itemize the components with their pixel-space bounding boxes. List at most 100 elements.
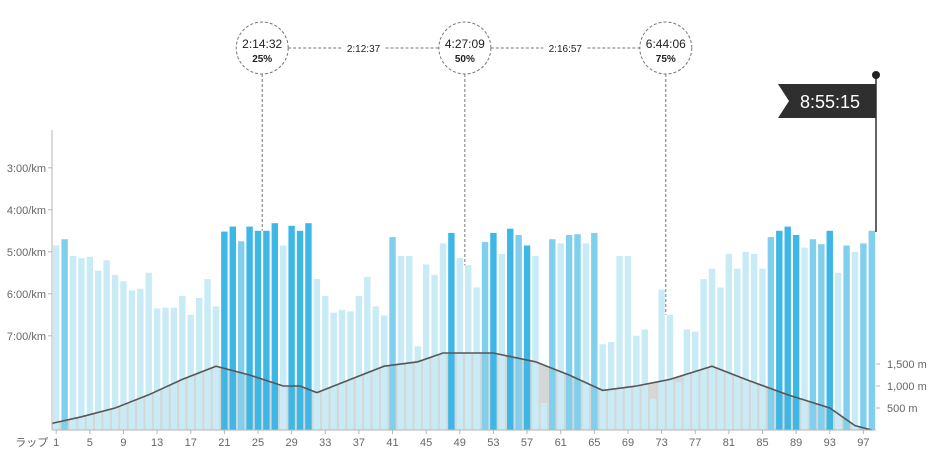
pace-bar-lap-75 [675,382,682,430]
elevation-tick-label: 500 m [887,403,918,415]
pace-bar-lap-94 [834,272,842,430]
pace-bar-lap-92 [818,244,825,430]
pace-bar-lap-31 [305,223,312,430]
milestones: 2:14:32 25% 4:27:09 50% 6:44:06 75% 2:12:37 2:1… [235,21,693,315]
pace-bar-lap-39 [372,306,379,430]
pace-bar-lap-37 [355,295,363,430]
pace-bar-lap-35 [338,309,346,430]
pace-bar-lap-18 [195,298,203,430]
pace-bar-lap-56 [515,235,522,430]
x-tick-label: 25 [252,437,264,449]
pace-bar-lap-62 [565,235,573,430]
pace-bar-lap-98 [868,230,875,430]
elevation-line [51,352,873,431]
pace-bar-lap-61 [557,243,564,430]
pace-bar-lap-27 [271,223,279,430]
pace-bar-lap-89 [792,235,800,430]
milestone-time: 6:44:06 [646,37,686,51]
pace-bar-lap-45 [422,264,430,430]
pace-bar-lap-40 [380,315,388,430]
pace-tick-label: 6:00/km [7,289,46,301]
pace-bar-lap-14 [162,307,169,430]
pace-bar-lap-52 [481,242,489,430]
pace-bar-lap-83 [742,251,749,430]
pace-bar-lap-6 [95,270,102,430]
pace-bar-lap-3 [69,256,77,430]
pace-bar-lap-81 [725,253,733,430]
split-time: 2:16:57 [549,44,583,55]
pace-bar-lap-66 [599,344,606,430]
pace-bar-lap-10 [128,290,136,430]
pace-bar-lap-41 [389,237,396,430]
pace-bar-lap-5 [86,256,94,430]
pace-bar-lap-93 [826,230,833,430]
pace-bar-lap-32 [313,279,321,430]
pace-bar-lap-58 [532,256,539,430]
pace-bar-lap-78 [700,279,707,430]
pace-bar-lap-55 [507,228,514,430]
pace-bar-lap-67 [607,342,615,430]
x-tick-label: 33 [319,437,331,449]
pace-bars [51,223,875,431]
x-tick-label: 57 [521,437,533,449]
pace-bar-lap-48 [448,232,455,430]
pace-bar-lap-97 [860,243,867,430]
x-tick-label: 65 [588,437,600,449]
pace-bar-lap-54 [498,253,506,430]
pace-bar-lap-84 [750,253,758,430]
x-tick-label: 13 [151,437,163,449]
pace-bar-lap-77 [692,331,699,430]
pace-bar-lap-95 [843,245,850,430]
finish-flag [778,84,876,118]
pace-bar-lap-7 [103,260,110,430]
x-axis-prefix: ラップ [15,436,48,449]
x-tick-label: 9 [120,437,126,449]
x-tick-label: 85 [756,437,768,449]
pace-bar-lap-68 [616,256,623,430]
x-tick-label: 81 [723,437,735,449]
pace-bar-lap-34 [330,312,337,430]
pace-bar-lap-49 [456,258,463,430]
finish-pole-knob [872,71,880,79]
pace-bar-lap-79 [708,268,716,430]
pace-bar-lap-11 [137,288,144,430]
pace-bar-lap-64 [582,243,590,430]
pace-bar-lap-15 [170,307,178,430]
pace-bar-lap-19 [204,279,211,430]
milestone-percent: 50% [455,54,475,65]
x-tick-label: 17 [185,437,197,449]
pace-bar-lap-85 [759,268,766,430]
x-tick-label: 89 [790,437,802,449]
pace-bar-lap-36 [347,311,354,430]
x-tick-label: 29 [286,437,298,449]
pace-bar-lap-13 [153,308,161,430]
x-tick-label: 41 [386,437,398,449]
x-tick-label: 69 [622,437,634,449]
pace-bar-lap-17 [187,314,194,430]
pace-bar-lap-24 [246,226,253,430]
pace-tick-label: 7:00/km [7,331,46,343]
pace-bar-lap-16 [179,295,186,430]
pace-bar-lap-25 [254,230,262,430]
pace-tick-label: 3:00/km [7,163,46,175]
finish-time: 8:55:15 [800,92,860,112]
pace-bar-lap-46 [431,274,438,430]
pace-bar-lap-96 [851,251,859,430]
pace-bar-lap-70 [633,335,640,430]
finish-marker: 8:55:15 [778,71,880,232]
pace-bar-lap-57 [523,245,531,430]
x-tick-label: 77 [689,437,701,449]
pace-bar-lap-86 [767,237,775,430]
pace-bar-lap-29 [288,225,295,430]
pace-bar-lap-69 [624,256,632,430]
x-tick-label: 49 [454,437,466,449]
pace-bar-lap-22 [229,226,236,430]
pace-bar-lap-44 [414,346,421,430]
pace-bar-lap-72 [649,398,657,430]
axes: 3:00/km 4:00/km 5:00/km 6:00/km 7:00/km 1,500… [7,130,927,449]
pace-bar-lap-50 [465,265,472,430]
pace-bar-lap-9 [120,281,127,430]
pace-bar-lap-87 [776,230,783,430]
